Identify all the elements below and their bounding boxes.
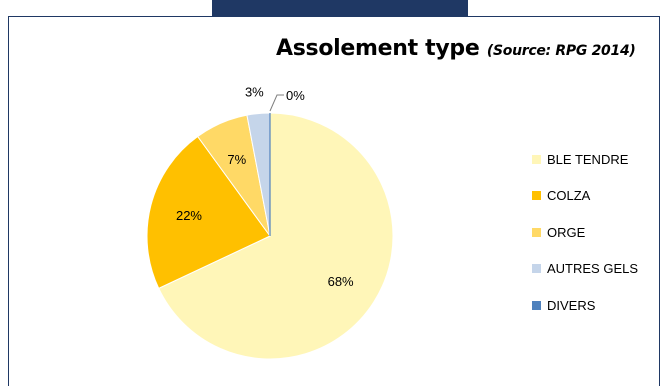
legend-label: DIVERS [547,297,596,313]
data-label-autres-gels: 3% [245,85,264,100]
pie-slice-colza [146,135,271,290]
leader-line-divers [269,94,284,112]
legend-item-divers: DIVERS [532,296,638,314]
legend-label: AUTRES GELS [547,261,639,276]
top-bar [212,0,468,16]
data-label-colza: 22% [176,208,202,223]
legend-item-autres-gels: AUTRES GELS [532,260,638,278]
legend-swatch [532,154,541,164]
pie-slice-ble-tendre [158,112,394,360]
chart-title-text: Assolement type [276,36,480,61]
data-label-ble-tendre: 68% [328,274,354,289]
legend-swatch [532,227,541,237]
chart-subtitle: (Source: RPG 2014) [486,43,636,59]
legend-swatch [532,300,541,310]
chart-legend: BLE TENDRE COLZA ORGE AUTRES GELS DIVERS [532,150,638,333]
chart-title: Assolement type (Source: RPG 2014) [276,36,636,61]
legend-label: BLE TENDRE [547,151,629,167]
legend-swatch [532,264,541,273]
legend-item-colza: COLZA [532,187,638,205]
data-label-orge: 7% [227,152,246,167]
legend-label: COLZA [547,188,591,203]
legend-label: ORGE [547,224,586,240]
legend-item-ble-tendre: BLE TENDRE [532,150,638,168]
data-label-divers: 0% [286,88,305,103]
legend-swatch [532,191,541,200]
legend-item-orge: ORGE [532,223,638,241]
